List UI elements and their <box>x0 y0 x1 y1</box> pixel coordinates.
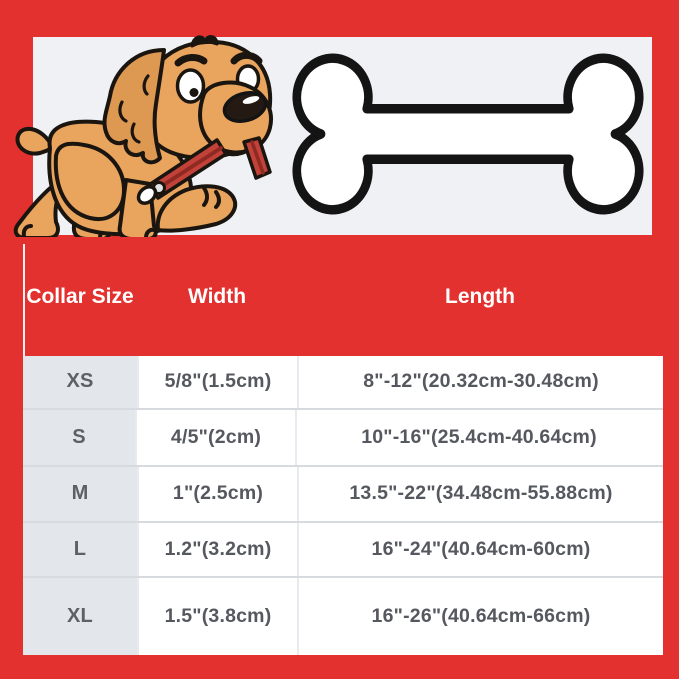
length-cell: 8"-12"(20.32cm-30.48cm) <box>297 356 663 408</box>
collar-size-cell: M <box>23 467 137 521</box>
length-cell: 10"-16"(25.4cm-40.64cm) <box>295 409 661 466</box>
table-row-m: M 1"(2.5cm) 13.5"-22"(34.48cm-55.88cm) <box>23 465 663 521</box>
width-cell: 4/5"(2cm) <box>135 409 295 466</box>
length-cell: 16"-26"(40.64cm-66cm) <box>297 578 663 655</box>
bone-icon <box>292 53 644 215</box>
header-length: Length <box>445 284 515 308</box>
width-cell: 1.2"(3.2cm) <box>137 522 297 577</box>
collar-size-cell: XL <box>23 578 137 655</box>
header-collar-size: Collar Size <box>26 284 134 308</box>
width-cell: 5/8"(1.5cm) <box>137 356 297 408</box>
table-row-l: L 1.2"(3.2cm) 16"-24"(40.64cm-60cm) <box>23 520 663 577</box>
width-cell: 1"(2.5cm) <box>137 467 297 521</box>
length-cell: 16"-24"(40.64cm-60cm) <box>297 522 663 577</box>
header-width: Width <box>187 284 247 308</box>
table-header: Collar Size Width Length <box>23 237 663 356</box>
table-left-border <box>23 244 25 356</box>
width-cell: 1.5"(3.8cm) <box>137 578 297 655</box>
table-row-s: S 4/5"(2cm) 10"-16"(25.4cm-40.64cm) <box>23 407 663 466</box>
collar-size-cell: S <box>23 409 135 466</box>
table-row-xl: XL 1.5"(3.8cm) 16"-26"(40.64cm-66cm) <box>23 576 663 655</box>
length-cell: 13.5"-22"(34.48cm-55.88cm) <box>297 467 663 521</box>
dog-with-leash-illustration <box>8 30 300 237</box>
collar-size-cell: L <box>23 522 137 577</box>
size-table: XS 5/8"(1.5cm) 8"-12"(20.32cm-30.48cm) S… <box>23 356 663 655</box>
collar-size-cell: XS <box>23 356 137 408</box>
table-row-xs: XS 5/8"(1.5cm) 8"-12"(20.32cm-30.48cm) <box>23 356 663 408</box>
